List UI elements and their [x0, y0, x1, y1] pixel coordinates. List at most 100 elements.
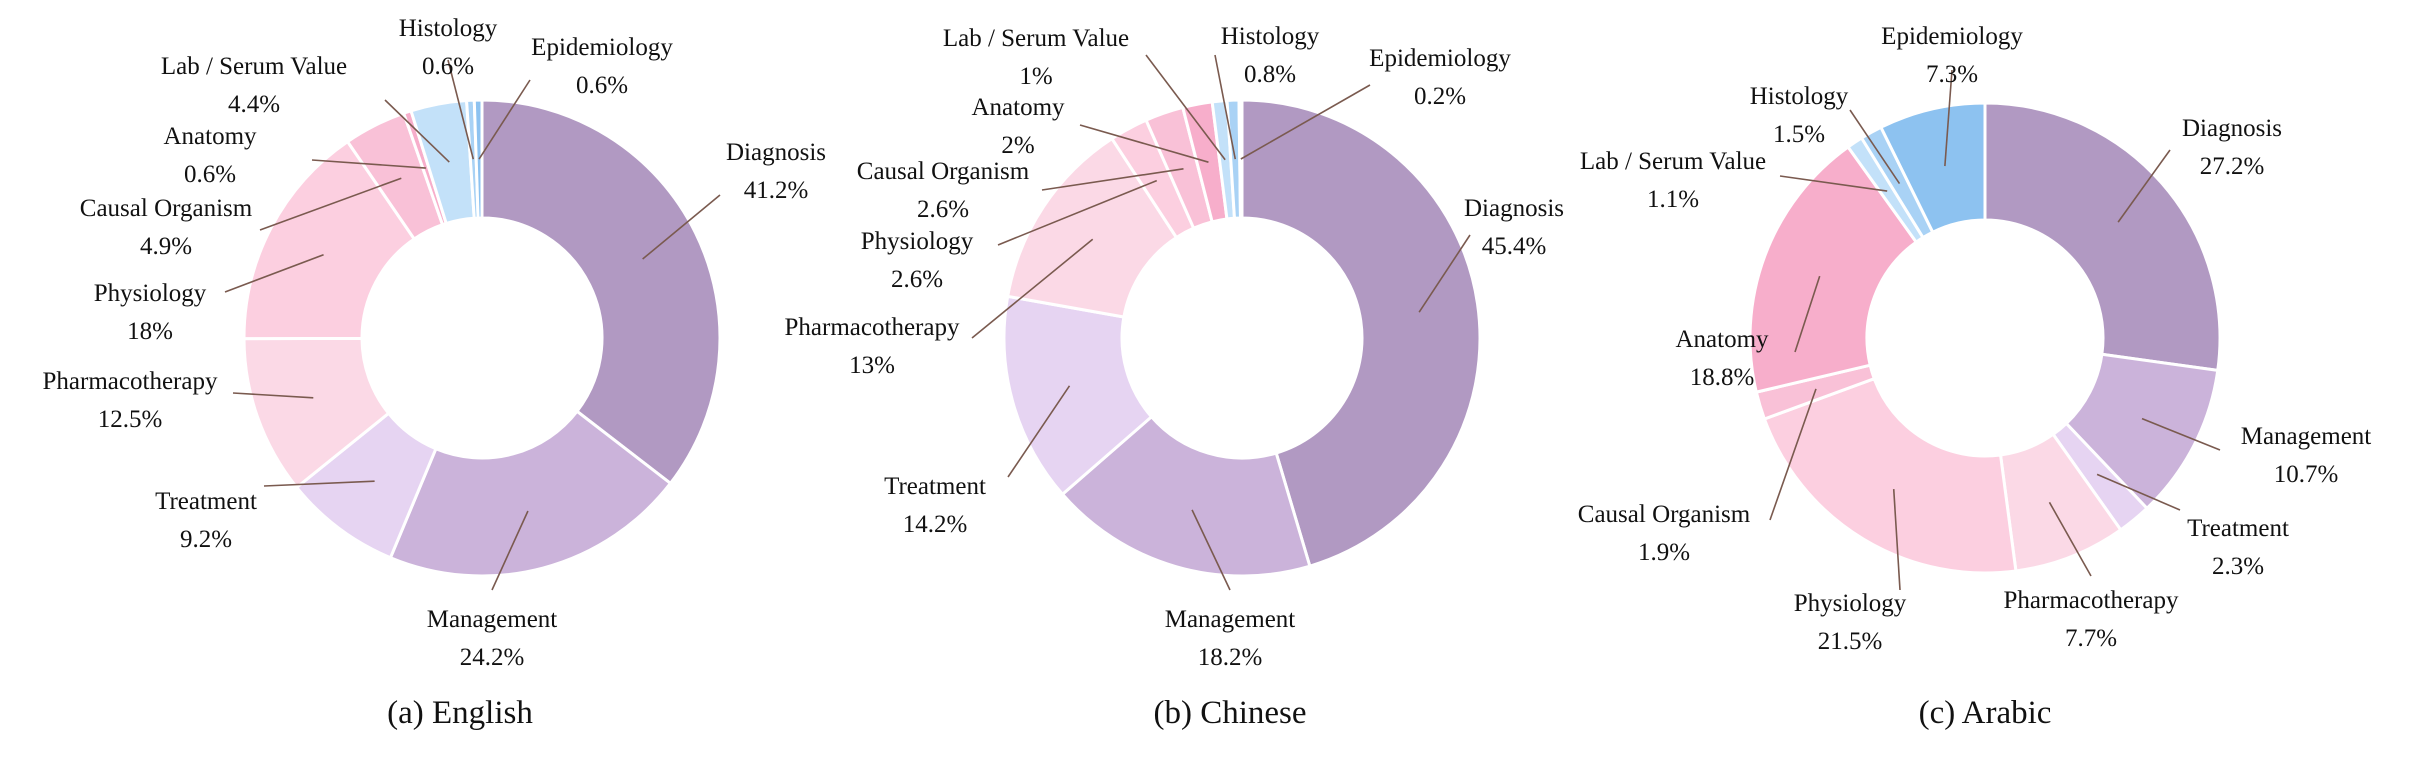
slice-label-lab-serum-value: Lab / Serum Value	[161, 53, 347, 80]
slice-epidemiology	[472, 98, 484, 220]
slice-value-anatomy: 0.6%	[184, 161, 236, 188]
slice-value-management: 24.2%	[460, 644, 525, 671]
slice-value-epidemiology: 7.3%	[1926, 61, 1978, 88]
leader-line-causal-organism	[1041, 168, 1184, 191]
leader-line-anatomy	[1079, 124, 1209, 163]
slice-diagnosis	[1240, 98, 1482, 568]
slice-value-diagnosis: 27.2%	[2200, 153, 2265, 180]
slice-epidemiology	[1237, 98, 1244, 220]
slice-value-histology: 0.8%	[1244, 61, 1296, 88]
slice-value-pharmacotherapy: 12.5%	[98, 406, 163, 433]
slice-label-management: Management	[427, 606, 558, 633]
leader-line-physiology	[224, 253, 324, 293]
slice-epidemiology	[1878, 101, 1987, 235]
leader-line-treatment	[2096, 473, 2181, 511]
slice-label-treatment: Treatment	[2187, 515, 2289, 542]
slice-value-anatomy: 2%	[1001, 132, 1034, 159]
slice-label-treatment: Treatment	[155, 488, 257, 515]
slice-label-epidemiology: Epidemiology	[531, 34, 673, 61]
leader-line-physiology	[997, 179, 1158, 246]
slice-value-diagnosis: 45.4%	[1482, 233, 1547, 260]
slice-value-diagnosis: 41.2%	[744, 177, 809, 204]
slice-value-treatment: 2.3%	[2212, 553, 2264, 580]
slice-label-histology: Histology	[399, 15, 498, 42]
slice-label-epidemiology: Epidemiology	[1369, 45, 1511, 72]
slice-value-histology: 1.5%	[1773, 121, 1825, 148]
leader-line-pharmacotherapy	[971, 238, 1094, 339]
leader-line-lab-serum-value	[1145, 54, 1226, 161]
slice-value-lab-serum-value: 4.4%	[228, 91, 280, 118]
slice-label-histology: Histology	[1221, 23, 1320, 50]
slice-value-causal-organism: 2.6%	[917, 196, 969, 223]
slice-diagnosis	[1983, 101, 2222, 373]
slice-pharmacotherapy	[1005, 136, 1179, 319]
leader-line-diagnosis	[1418, 234, 1471, 313]
leader-line-epidemiology	[478, 79, 531, 160]
slice-label-management: Management	[1165, 606, 1296, 633]
donut-english: Diagnosis 41.2% Management 24.2% Treatment 9.…	[43, 15, 826, 671]
slice-management	[388, 409, 673, 578]
leader-line-histology	[1214, 54, 1237, 160]
leader-line-epidemiology	[1240, 84, 1371, 160]
slice-label-anatomy: Anatomy	[971, 94, 1065, 121]
slice-physiology	[242, 139, 417, 341]
leader-line-lab-serum-value	[1779, 175, 1888, 192]
slice-value-management: 18.2%	[1198, 644, 1263, 671]
slice-management	[1060, 414, 1312, 578]
slice-value-pharmacotherapy: 7.7%	[2065, 625, 2117, 652]
slice-label-management: Management	[2241, 423, 2372, 450]
slice-physiology	[1762, 376, 2018, 575]
leader-line-histology	[447, 59, 475, 160]
leader-line-lab-serum-value	[384, 99, 450, 163]
slice-anatomy	[1748, 144, 1919, 394]
slice-value-epidemiology: 0.2%	[1414, 83, 1466, 110]
slice-diagnosis	[480, 98, 722, 486]
leader-line-treatment	[263, 480, 375, 487]
slice-value-treatment: 14.2%	[903, 511, 968, 538]
slice-label-anatomy: Anatomy	[1675, 326, 1769, 353]
leader-line-pharmacotherapy	[232, 392, 314, 399]
slice-label-diagnosis: Diagnosis	[726, 139, 826, 166]
slice-value-causal-organism: 4.9%	[140, 233, 192, 260]
slice-treatment	[1002, 294, 1154, 497]
slice-label-pharmacotherapy: Pharmacotherapy	[785, 314, 960, 341]
leader-line-epidemiology	[1944, 69, 1953, 167]
slice-value-histology: 0.6%	[422, 53, 474, 80]
slice-label-lab-serum-value: Lab / Serum Value	[943, 25, 1129, 52]
caption-arabic: (c) Arabic	[1919, 695, 2052, 731]
donut-chinese: Diagnosis 45.4% Management 18.2% Treatment 14…	[785, 23, 1564, 671]
slice-label-histology: Histology	[1750, 83, 1849, 110]
slice-label-physiology: Physiology	[1794, 590, 1907, 617]
slice-label-diagnosis: Diagnosis	[2182, 115, 2282, 142]
leader-line-diagnosis	[642, 194, 721, 260]
leader-line-causal-organism	[259, 177, 402, 231]
leader-line-management	[491, 510, 529, 591]
leader-line-management	[1191, 509, 1231, 591]
leader-line-physiology	[1892, 489, 1901, 591]
caption-chinese: (b) Chinese	[1153, 695, 1306, 731]
slice-value-epidemiology: 0.6%	[576, 72, 628, 99]
slice-value-physiology: 21.5%	[1818, 628, 1883, 655]
slice-label-epidemiology: Epidemiology	[1881, 23, 2023, 50]
slice-value-pharmacotherapy: 13%	[849, 352, 895, 379]
leader-line-anatomy	[1794, 275, 1821, 353]
slice-label-pharmacotherapy: Pharmacotherapy	[43, 368, 218, 395]
caption-english: (a) English	[387, 695, 533, 731]
slice-value-lab-serum-value: 1%	[1019, 63, 1052, 90]
slice-value-physiology: 18%	[127, 318, 173, 345]
donut-arabic: Diagnosis 27.2% Management 10.7% Treatment 2.…	[1578, 23, 2372, 655]
slice-label-physiology: Physiology	[861, 228, 974, 255]
slice-label-physiology: Physiology	[94, 280, 207, 307]
slice-label-causal-organism: Causal Organism	[80, 195, 253, 222]
leader-line-histology	[1849, 109, 1901, 185]
slice-value-anatomy: 18.8%	[1690, 364, 1755, 391]
leader-line-treatment	[1007, 385, 1071, 478]
slice-value-management: 10.7%	[2274, 461, 2339, 488]
leader-line-management	[2141, 417, 2221, 451]
slice-value-physiology: 2.6%	[891, 266, 943, 293]
slice-label-causal-organism: Causal Organism	[857, 158, 1030, 185]
leader-line-diagnosis	[2117, 149, 2171, 223]
slice-label-lab-serum-value: Lab / Serum Value	[1580, 148, 1766, 175]
